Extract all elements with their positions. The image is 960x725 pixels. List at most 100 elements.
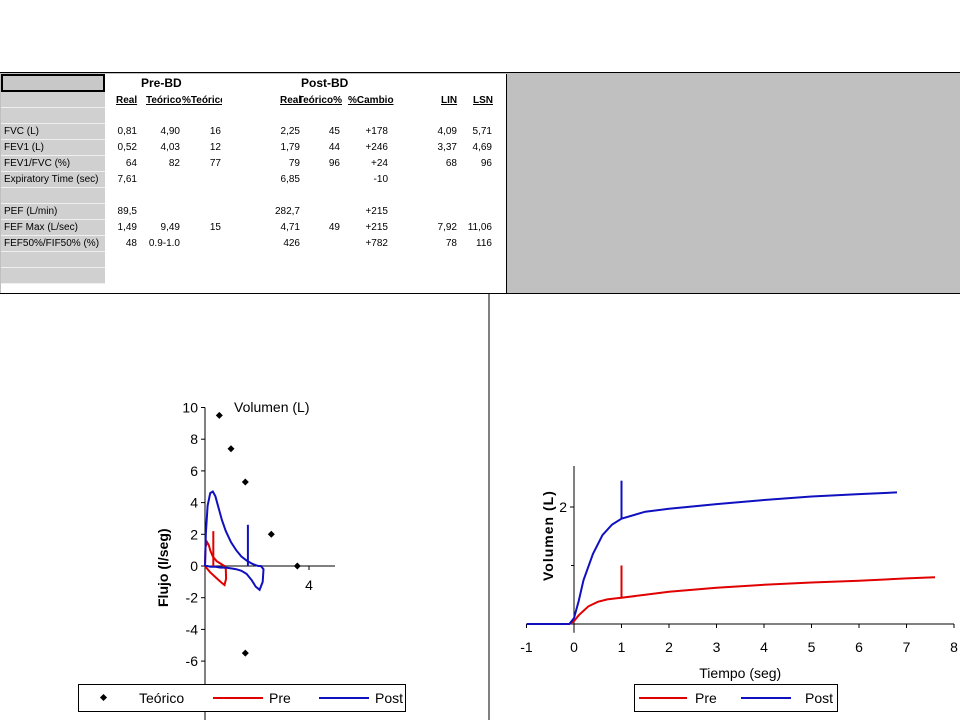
x-tick-label: 4 — [305, 577, 313, 593]
y-tick-label: 10 — [182, 400, 198, 416]
col-header-lsn[interactable]: LSN — [473, 95, 493, 106]
col-header-lin[interactable]: LIN — [441, 95, 458, 106]
post-volume-curve — [526, 491, 898, 625]
col-header-post-pct-teorico[interactable]: %Teórico — [300, 95, 342, 106]
cell-post-real[interactable]: 1,79 — [280, 142, 300, 153]
y-tick-label: -2 — [186, 590, 199, 606]
y-axis-title: Volumen (L) — [540, 490, 556, 581]
col-header-pct-cambio[interactable]: %Cambio — [348, 95, 394, 106]
row-label[interactable]: FEF50%/FIF50% (%) — [1, 236, 105, 252]
y-axis-title: Flujo (l/seg) — [155, 528, 171, 607]
cell-teorico[interactable]: 82 — [168, 158, 180, 169]
teorico-point — [267, 530, 275, 538]
cell-cambio[interactable]: +246 — [365, 142, 388, 153]
cell-real[interactable]: 1,49 — [117, 222, 137, 233]
row-label[interactable]: FVC (L) — [1, 124, 105, 140]
cell-teorico[interactable]: 0.9-1.0 — [148, 238, 180, 249]
x-tick-label: 2 — [665, 639, 673, 655]
cell-real[interactable]: 0,52 — [117, 142, 137, 153]
cell-cambio[interactable]: +215 — [365, 222, 388, 233]
line-swatch-icon — [741, 697, 791, 699]
cell-post-pct[interactable]: 49 — [328, 222, 340, 233]
cell-post-real[interactable]: 282,7 — [274, 206, 300, 217]
col-header-pct-teorico[interactable]: %Teórico — [182, 95, 222, 106]
row-label[interactable] — [1, 92, 105, 108]
row-label[interactable] — [1, 188, 105, 204]
selected-header-cell[interactable] — [1, 74, 105, 92]
cell-teorico[interactable]: 4,03 — [160, 142, 180, 153]
cell-real[interactable]: 89,5 — [117, 206, 137, 217]
cell-post-pct[interactable]: 45 — [328, 126, 340, 137]
volume-time-panel: -1 0 1 2 3 4 5 6 7 8 2 Tiempo (seg) Volumen (L) Pre P… — [490, 295, 960, 720]
post-bd-group-header: Post-BD — [301, 76, 349, 90]
cell-lin[interactable]: 7,92 — [437, 222, 457, 233]
row-label[interactable] — [1, 252, 105, 268]
cell-real[interactable]: 0,81 — [117, 126, 137, 137]
cell-post-real[interactable]: 426 — [283, 238, 300, 249]
x-tick-label: 1 — [618, 639, 626, 655]
col-header-post-real[interactable]: Real — [280, 95, 302, 106]
teorico-point — [215, 411, 223, 419]
row-label[interactable]: FEV1/FVC (%) — [1, 156, 105, 172]
y-tick-label: 2 — [190, 526, 198, 542]
cell-post-pct[interactable]: 44 — [328, 142, 340, 153]
cell-real[interactable]: 7,61 — [117, 174, 137, 185]
cell-teorico[interactable]: 4,90 — [160, 126, 180, 137]
row-label[interactable]: Expiratory Time (sec) — [1, 172, 105, 188]
x-tick-label: 5 — [808, 639, 816, 655]
cell-post-real[interactable]: 79 — [288, 158, 300, 169]
cell-cambio[interactable]: +215 — [365, 206, 388, 217]
cell-lsn[interactable]: 11,06 — [467, 222, 492, 233]
y-tick-label: -4 — [186, 621, 199, 637]
cell-lin[interactable]: 68 — [445, 158, 457, 169]
cell-pct-teorico[interactable]: 77 — [209, 158, 221, 169]
panel-divider[interactable] — [488, 294, 490, 720]
cell-lin[interactable]: 78 — [445, 238, 457, 249]
row-label[interactable] — [1, 108, 105, 124]
diamond-marker-icon — [99, 693, 108, 702]
teorico-point — [293, 562, 301, 570]
cell-lin[interactable]: 3,37 — [437, 142, 457, 153]
legend-label: Pre — [269, 690, 291, 706]
cell-cambio[interactable]: +178 — [365, 126, 388, 137]
x-axis-title: Volumen (L) — [234, 399, 309, 415]
cell-post-pct[interactable]: 96 — [328, 158, 340, 169]
x-tick-label: 3 — [713, 639, 721, 655]
teorico-point — [241, 649, 249, 657]
cell-pct-teorico[interactable]: 16 — [209, 126, 221, 137]
cell-cambio[interactable]: +24 — [371, 158, 388, 169]
cell-cambio[interactable]: -10 — [373, 174, 388, 185]
y-tick-label: -6 — [186, 653, 199, 669]
row-label[interactable] — [1, 268, 105, 284]
cell-lsn[interactable]: 96 — [480, 158, 492, 169]
col-header-real[interactable]: Real — [116, 95, 138, 106]
legend-label: Post — [805, 690, 834, 706]
cell-post-real[interactable]: 6,85 — [280, 174, 300, 185]
line-swatch-icon — [639, 697, 687, 699]
teorico-point — [241, 478, 249, 486]
cell-post-real[interactable]: 4,71 — [280, 222, 300, 233]
post-flow-curve — [204, 490, 265, 592]
cell-pct-teorico[interactable]: 12 — [209, 142, 221, 153]
x-tick-label: 4 — [760, 639, 768, 655]
x-tick-label: 6 — [855, 639, 863, 655]
row-label[interactable]: FEF Max (L/sec) — [1, 220, 105, 236]
cell-lsn[interactable]: 5,71 — [472, 126, 492, 137]
line-swatch-icon — [213, 697, 263, 699]
legend-label: Teórico — [139, 690, 185, 706]
cell-lsn[interactable]: 4,69 — [472, 142, 492, 153]
cell-real[interactable]: 64 — [125, 158, 137, 169]
row-label[interactable]: PEF (L/min) — [1, 204, 105, 220]
col-header-teorico[interactable]: Teórico — [146, 95, 182, 106]
cell-lsn[interactable]: 116 — [476, 238, 492, 249]
cell-teorico[interactable]: 9,49 — [160, 222, 180, 233]
cell-lin[interactable]: 4,09 — [437, 126, 457, 137]
cell-cambio[interactable]: +782 — [365, 238, 388, 249]
row-label[interactable]: FEV1 (L) — [1, 140, 105, 156]
spirometry-window: FVC (L) FEV1 (L) FEV1/FVC (%) Expiratory Ti… — [0, 72, 960, 725]
cell-real[interactable]: 48 — [125, 238, 137, 249]
y-tick-label: 8 — [190, 431, 198, 447]
y-tick-label: 4 — [190, 495, 198, 511]
cell-post-real[interactable]: 2,25 — [280, 126, 300, 137]
cell-pct-teorico[interactable]: 15 — [209, 222, 221, 233]
